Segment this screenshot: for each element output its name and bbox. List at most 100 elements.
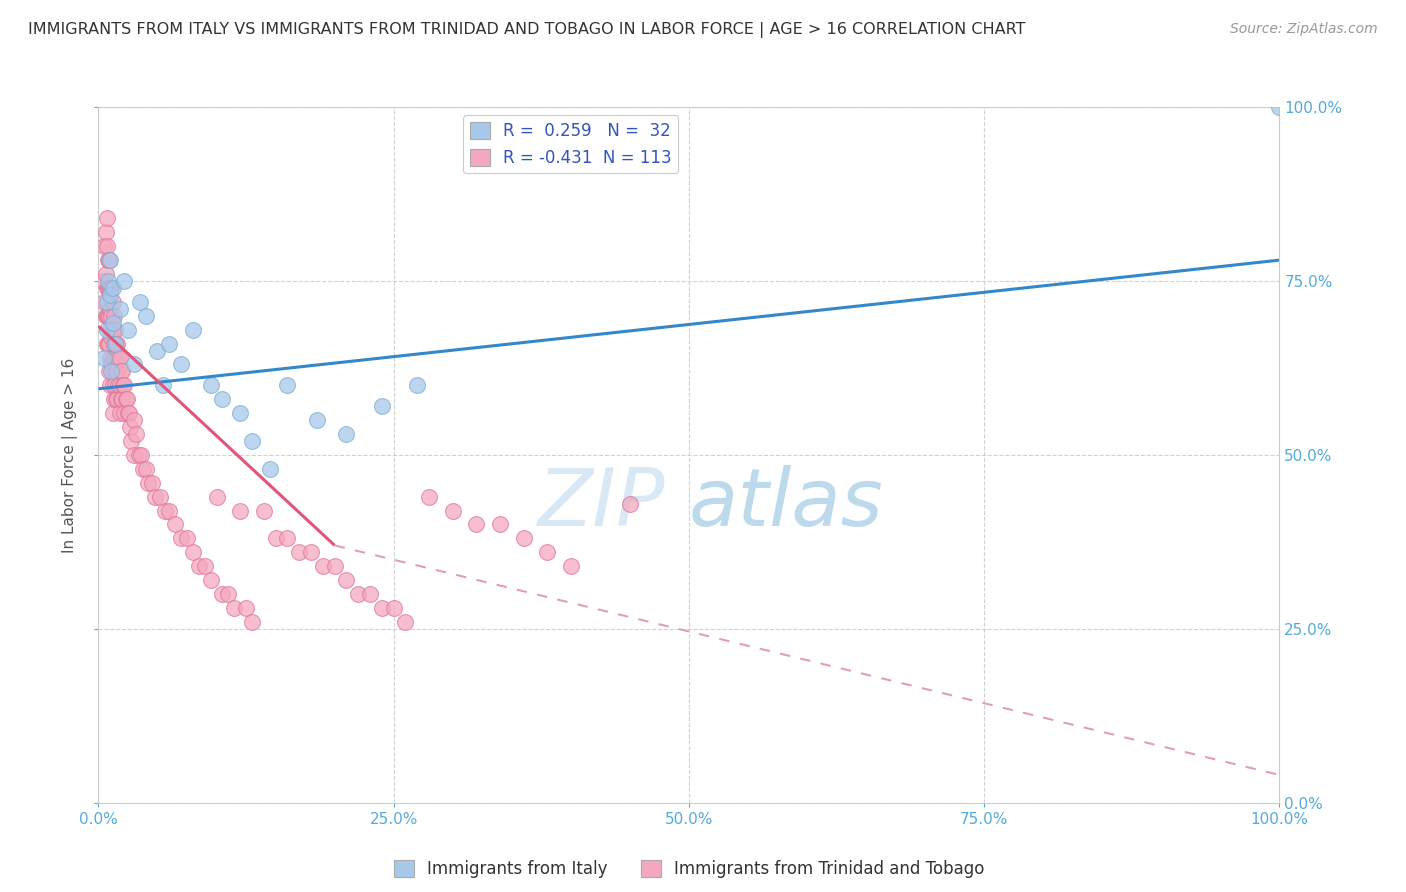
- Point: [253, 503, 276, 517]
- Point: [105, 336, 128, 351]
- Point: [323, 559, 346, 574]
- Point: [105, 392, 128, 407]
- Point: [152, 378, 174, 392]
- Point: [97, 309, 120, 323]
- Point: [96, 239, 118, 253]
- Point: [101, 378, 124, 392]
- Point: [103, 336, 125, 351]
- Point: [560, 559, 582, 574]
- Point: [122, 358, 145, 372]
- Point: [276, 532, 298, 546]
- Point: [98, 288, 121, 302]
- Point: [107, 378, 129, 392]
- Point: [105, 364, 128, 378]
- Point: [104, 378, 127, 392]
- Point: [200, 378, 222, 392]
- Point: [394, 615, 416, 629]
- Point: [112, 406, 135, 420]
- Point: [97, 336, 120, 351]
- Point: [93, 239, 115, 253]
- Point: [170, 532, 193, 546]
- Point: [94, 309, 117, 323]
- Point: [141, 475, 163, 490]
- Point: [98, 281, 121, 295]
- Point: [1268, 100, 1291, 114]
- Point: [94, 267, 117, 281]
- Point: [94, 225, 117, 239]
- Point: [347, 587, 370, 601]
- Point: [299, 545, 322, 559]
- Point: [101, 351, 124, 365]
- Point: [118, 406, 141, 420]
- Point: [181, 323, 204, 337]
- Point: [108, 378, 131, 392]
- Point: [240, 434, 263, 448]
- Point: [619, 497, 641, 511]
- Point: [103, 392, 125, 407]
- Point: [229, 406, 252, 420]
- Point: [101, 406, 124, 420]
- Point: [105, 336, 128, 351]
- Point: [129, 448, 152, 462]
- Point: [165, 517, 187, 532]
- Point: [205, 490, 228, 504]
- Point: [93, 294, 115, 309]
- Point: [96, 336, 118, 351]
- Point: [264, 532, 287, 546]
- Point: [101, 281, 124, 295]
- Point: [371, 399, 394, 413]
- Point: [96, 309, 118, 323]
- Point: [103, 364, 125, 378]
- Point: [441, 503, 464, 517]
- Point: [335, 427, 357, 442]
- Point: [224, 601, 246, 615]
- Point: [104, 336, 127, 351]
- Point: [112, 378, 135, 392]
- Point: [211, 587, 233, 601]
- Point: [406, 378, 429, 392]
- Point: [194, 559, 217, 574]
- Point: [98, 351, 121, 365]
- Point: [153, 503, 176, 517]
- Point: [122, 413, 145, 427]
- Point: [100, 358, 122, 372]
- Point: [93, 351, 115, 365]
- Point: [181, 545, 204, 559]
- Text: Source: ZipAtlas.com: Source: ZipAtlas.com: [1230, 22, 1378, 37]
- Point: [108, 351, 131, 365]
- Point: [288, 545, 311, 559]
- Point: [98, 364, 121, 378]
- Point: [104, 323, 127, 337]
- Point: [536, 545, 558, 559]
- Point: [235, 601, 257, 615]
- Point: [135, 462, 157, 476]
- Point: [229, 503, 252, 517]
- Point: [101, 294, 124, 309]
- Point: [96, 294, 118, 309]
- Point: [114, 392, 136, 407]
- Point: [100, 281, 122, 295]
- Point: [97, 274, 120, 288]
- Point: [143, 490, 166, 504]
- Point: [97, 253, 120, 268]
- Point: [96, 323, 118, 337]
- Point: [105, 392, 128, 407]
- Point: [98, 309, 121, 323]
- Point: [135, 309, 157, 323]
- Point: [305, 413, 328, 427]
- Point: [382, 601, 405, 615]
- Point: [217, 587, 239, 601]
- Point: [115, 392, 138, 407]
- Point: [170, 358, 193, 372]
- Point: [98, 378, 121, 392]
- Text: atlas: atlas: [689, 465, 884, 542]
- Point: [98, 281, 121, 295]
- Point: [111, 364, 134, 378]
- Point: [211, 392, 233, 407]
- Point: [120, 420, 142, 434]
- Point: [108, 406, 131, 420]
- Point: [110, 364, 132, 378]
- Point: [489, 517, 512, 532]
- Point: [146, 343, 169, 358]
- Point: [117, 406, 139, 420]
